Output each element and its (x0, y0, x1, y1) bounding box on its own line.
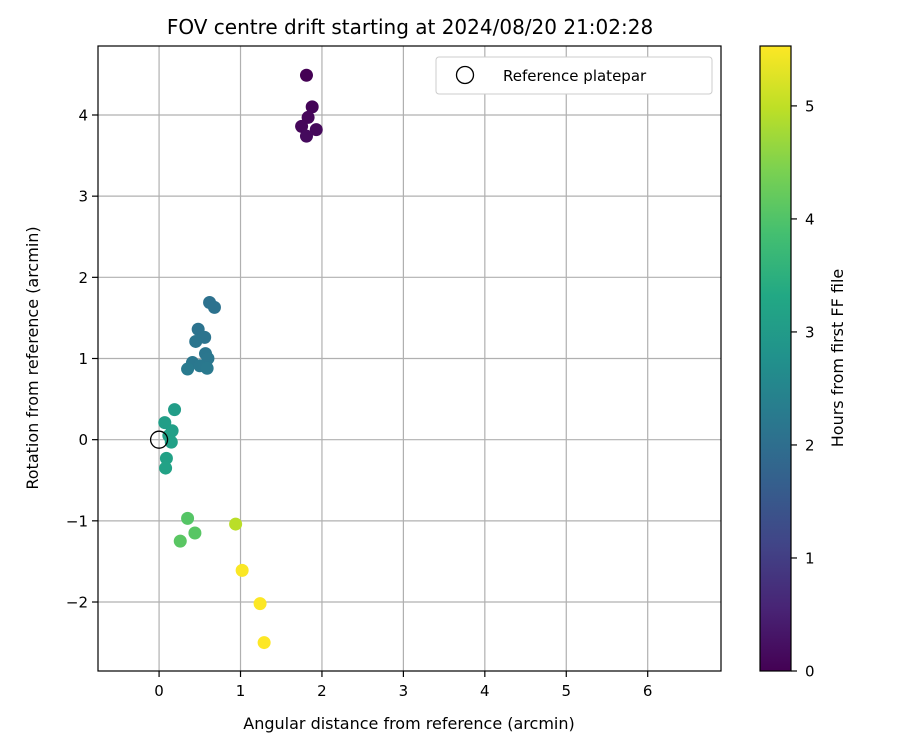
colorbar-tick-label: 2 (805, 436, 815, 454)
y-tick-label: −1 (66, 512, 88, 530)
x-tick-label: 6 (643, 682, 653, 700)
legend: Reference platepar (435, 56, 713, 95)
x-tick-label: 0 (154, 682, 164, 700)
y-tick-label: 4 (78, 106, 88, 124)
x-tick-label: 5 (561, 682, 571, 700)
colorbar: 0 1 2 3 4 5 Hours from first FF file (759, 45, 847, 681)
scatter-point (235, 563, 249, 577)
legend-label: Reference platepar (503, 67, 647, 85)
scatter-point (173, 534, 187, 548)
colorbar-tick-label: 5 (805, 97, 815, 115)
colorbar-gradient (759, 45, 792, 672)
x-axis-ticks: 0 1 2 3 4 5 6 (154, 671, 652, 700)
legend-box (435, 56, 713, 95)
colorbar-tick-label: 4 (805, 210, 815, 228)
scatter-point (189, 334, 203, 348)
colorbar-label: Hours from first FF file (828, 269, 847, 448)
scatter-point (257, 636, 271, 650)
scatter-point (168, 403, 182, 417)
x-tick-label: 4 (480, 682, 490, 700)
colorbar-tick-label: 1 (805, 549, 815, 567)
x-tick-label: 2 (317, 682, 327, 700)
data-points (158, 68, 323, 650)
scatter-point (200, 361, 214, 375)
y-tick-label: −2 (66, 594, 88, 612)
colorbar-tick-label: 3 (805, 323, 815, 341)
scatter-point (309, 123, 323, 137)
y-tick-label: 0 (78, 431, 88, 449)
scatter-point (299, 129, 313, 143)
scatter-point (159, 451, 173, 465)
y-axis-ticks: −2 −1 0 1 2 3 4 (66, 106, 98, 612)
plot-area: 0 1 2 3 4 5 6 −2 −1 0 1 2 3 4 (66, 45, 722, 700)
scatter-point (253, 597, 267, 611)
x-tick-label: 1 (236, 682, 246, 700)
scatter-point (229, 517, 243, 531)
colorbar-ticks: 0 1 2 3 4 5 (791, 97, 815, 681)
colorbar-tick-label: 0 (805, 663, 815, 681)
scatter-point (305, 100, 319, 114)
scatter-point (299, 68, 313, 82)
y-tick-label: 2 (78, 269, 88, 287)
legend-marker-icon (455, 65, 475, 85)
reference-point-marker (149, 430, 169, 449)
scatter-point (295, 119, 309, 133)
grid (98, 46, 721, 671)
y-tick-label: 1 (78, 350, 88, 368)
y-tick-label: 3 (78, 188, 88, 206)
scatter-point (181, 511, 195, 525)
chart-title: FOV centre drift starting at 2024/08/20 … (167, 15, 653, 39)
x-axis-label: Angular distance from reference (arcmin) (243, 714, 574, 733)
y-axis-label: Rotation from reference (arcmin) (23, 226, 42, 489)
scatter-point (188, 526, 202, 540)
scatter-point (159, 461, 173, 475)
scatter-point (301, 110, 315, 124)
scatter-point (207, 300, 221, 314)
x-tick-label: 3 (399, 682, 409, 700)
scatter-point (181, 362, 195, 376)
